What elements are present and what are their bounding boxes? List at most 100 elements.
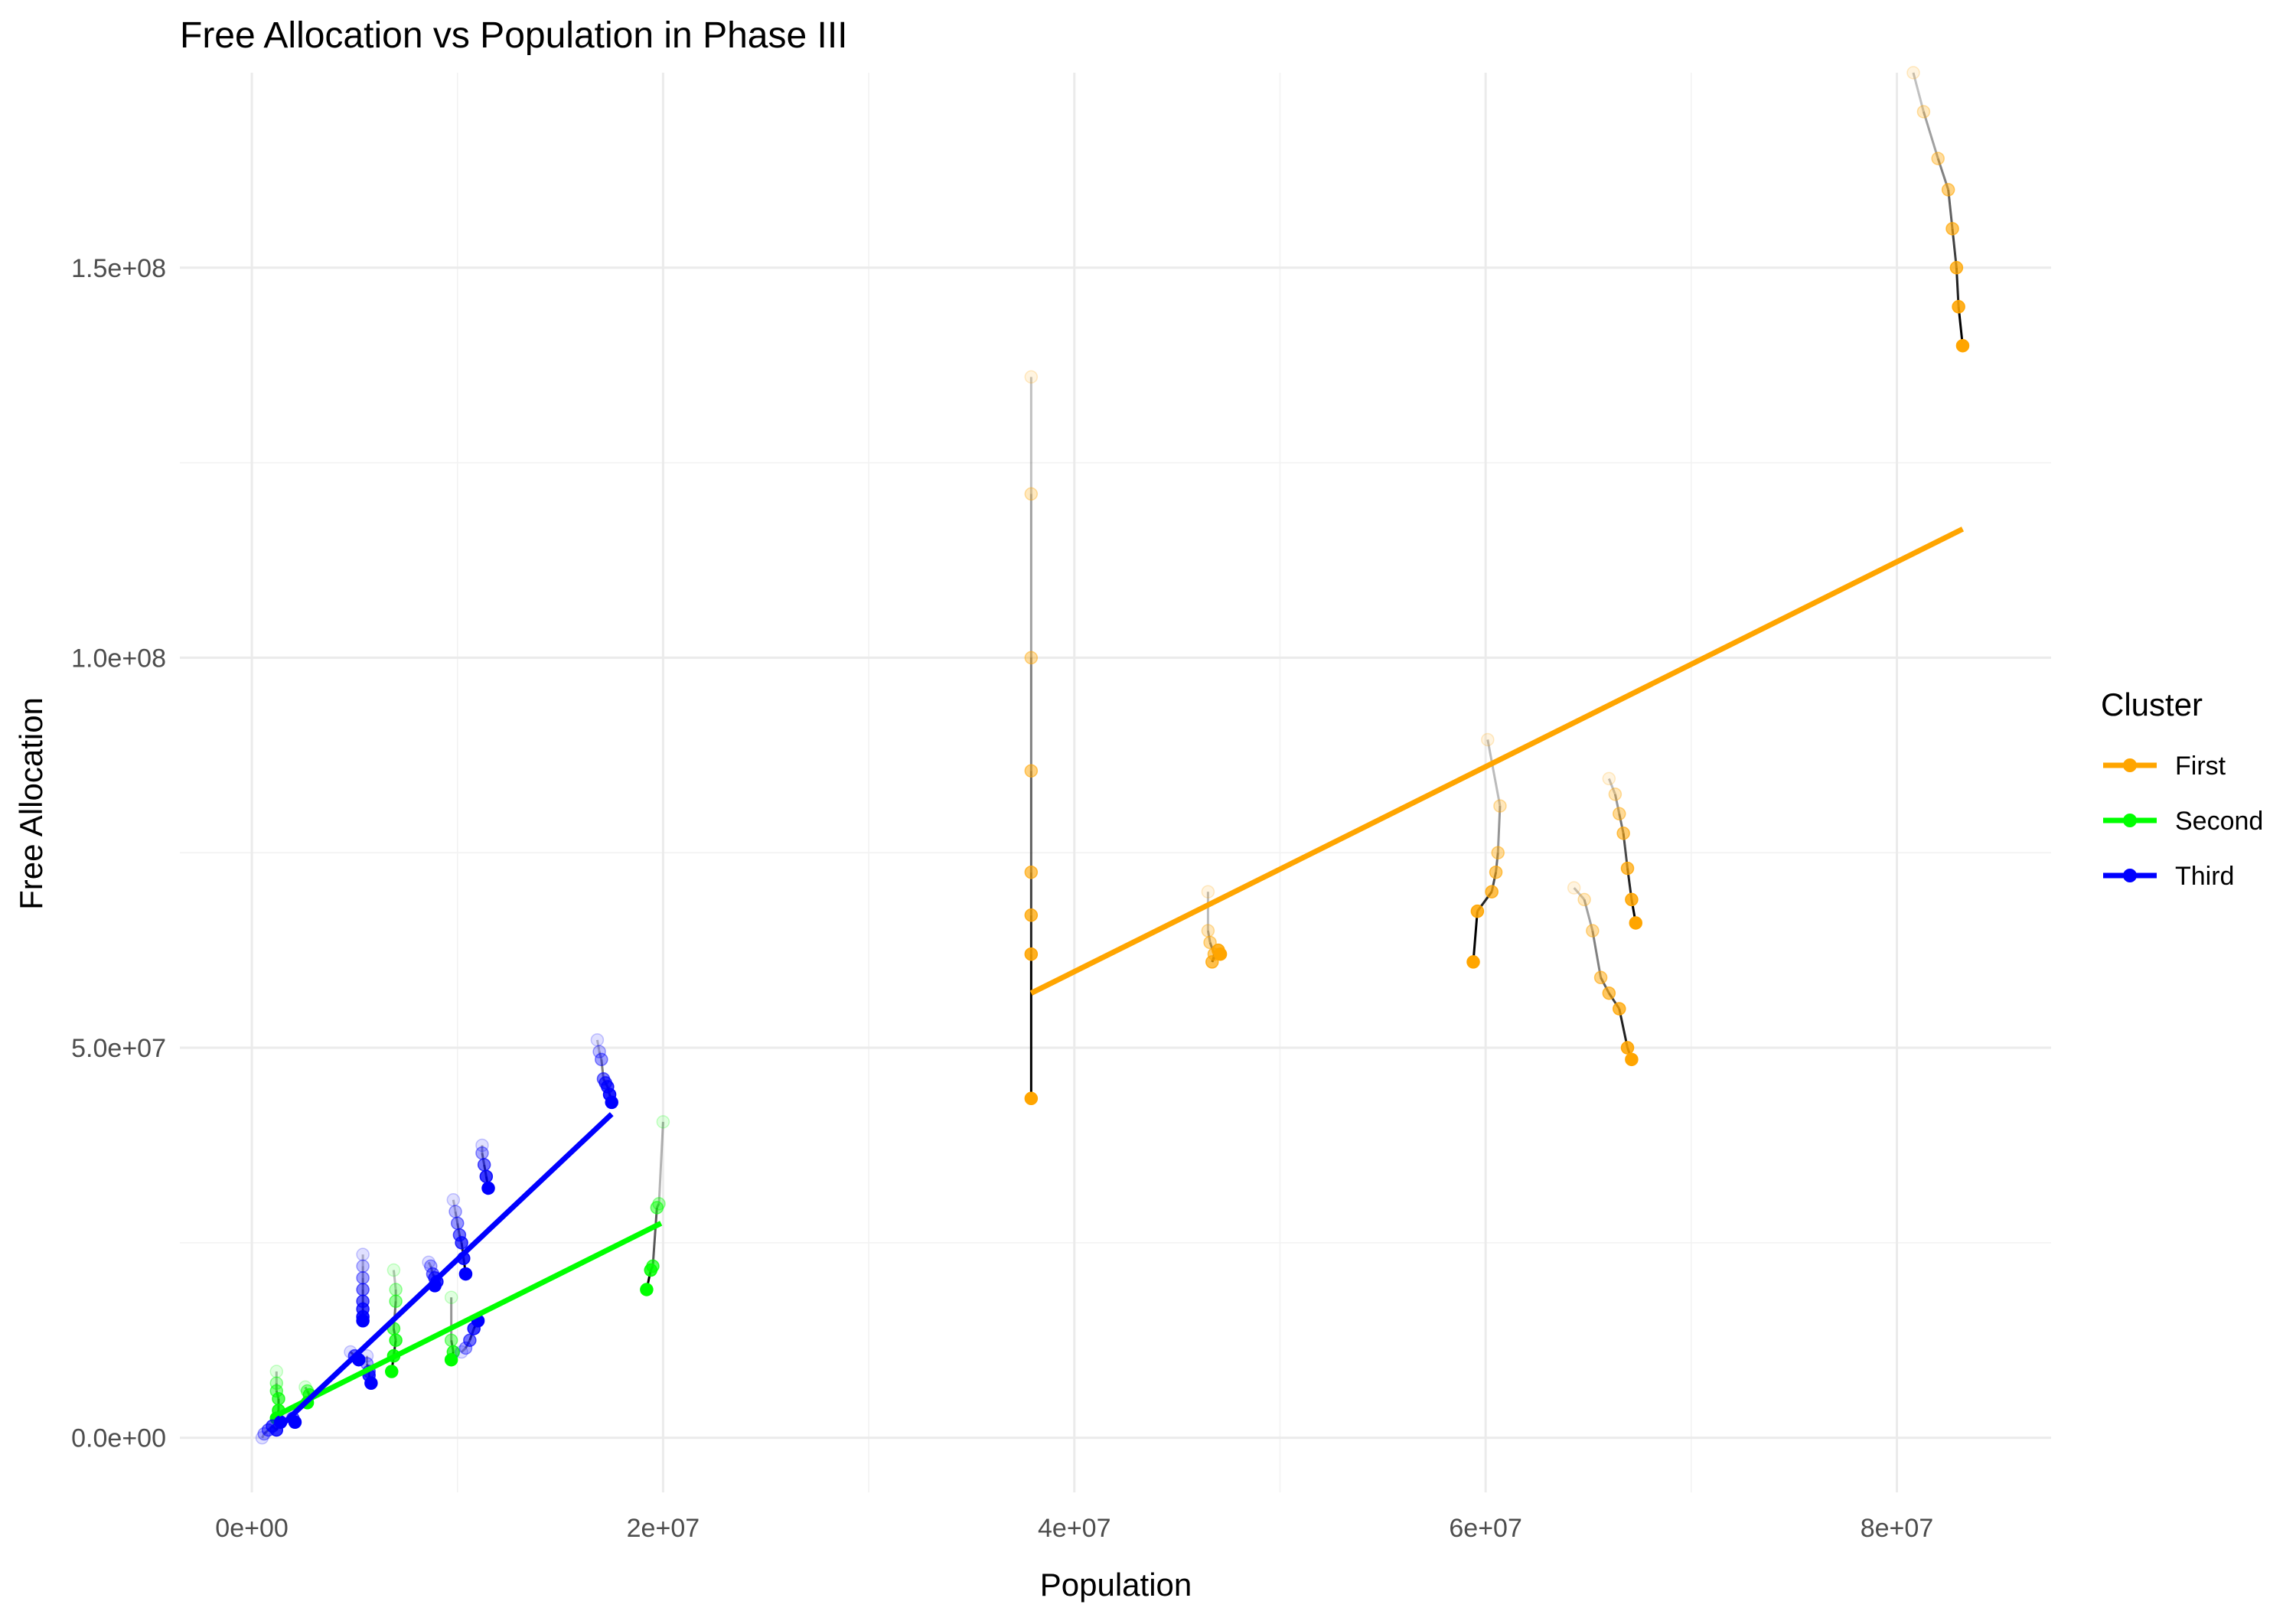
data-point [640,1283,654,1296]
data-point [356,1270,370,1285]
track-segment [656,1203,660,1208]
data-point [272,1391,285,1406]
data-point [1024,865,1039,879]
track-segment [1472,911,1479,963]
data-point [1593,970,1608,985]
y-tick-label: 5.0e+07 [71,1034,166,1063]
legend-item-second: Second [2103,807,2263,836]
legend-title: Cluster [2101,686,2203,722]
data-point [1489,865,1503,879]
data-point [1608,788,1623,801]
x-axis-title: Population [1040,1567,1192,1603]
data-point [1481,732,1495,747]
series-third [255,1033,618,1445]
data-point [360,1348,374,1363]
trend-line-second [277,1221,663,1417]
data-point [1024,947,1039,961]
data-point [1613,1002,1626,1016]
data-point [1906,66,1920,80]
data-point [1625,892,1639,907]
data-point [1201,924,1215,938]
legend-key-point [2123,869,2137,882]
data-point [650,1201,664,1215]
data-point [424,1259,438,1273]
data-point [463,1333,477,1347]
data-point [481,1181,495,1195]
legend-label: Second [2175,807,2263,836]
track-segment [1573,887,1586,901]
track-segment [1922,111,1939,159]
legend-item-first: First [2103,752,2226,781]
data-point [356,1247,370,1261]
track-segment [600,1059,605,1079]
x-tick-label: 4e+07 [1038,1514,1111,1543]
track-segment [1486,739,1502,807]
data-point [356,1314,370,1328]
data-point [1485,885,1499,898]
data-point [444,1352,458,1367]
data-point [1931,152,1945,165]
data-point [1620,861,1635,876]
legend-item-third: Third [2103,862,2234,891]
data-point [1602,986,1616,1000]
data-point [389,1294,403,1309]
data-point [356,1283,370,1296]
track-segment [595,1039,601,1052]
data-point [1620,1041,1635,1055]
x-tick-label: 0e+00 [215,1514,289,1543]
y-tick-label: 1.5e+08 [71,254,166,283]
x-tick-label: 2e+07 [627,1514,700,1543]
data-point [1625,1052,1639,1067]
y-tick-label: 0.0e+00 [71,1424,166,1453]
data-point [1470,904,1485,918]
data-point [1024,651,1039,665]
track-segment [1912,72,1925,113]
data-point [444,1333,458,1347]
series-first [1024,66,1970,1106]
legend-label: Third [2175,862,2234,891]
data-point [269,1365,284,1378]
x-axis-ticks: 0e+00 2e+07 4e+07 6e+07 8e+07 [215,1514,1933,1543]
data-point [455,1236,468,1250]
data-point [1024,370,1039,384]
data-point [592,1045,606,1058]
data-point [1201,885,1215,898]
data-point [656,1115,670,1129]
data-point [1205,955,1219,969]
data-point [595,1052,608,1067]
legend-label: First [2175,752,2226,781]
y-tick-label: 1.0e+08 [71,644,166,673]
data-point [384,1365,399,1378]
track-segment [1613,794,1621,814]
data-point [1567,881,1581,895]
data-point [386,1263,401,1277]
track-segment [427,1261,432,1267]
data-point [1024,1091,1039,1106]
data-point [364,1376,378,1391]
data-point [1493,799,1507,813]
data-point [1629,916,1643,930]
data-point [605,1095,618,1110]
data-point [446,1193,461,1207]
data-point [590,1033,605,1047]
data-point [1941,183,1955,197]
track-segment [1591,930,1603,978]
track-segment [598,1051,603,1060]
data-point [389,1283,403,1296]
data-point [475,1146,489,1160]
data-point [458,1267,473,1281]
x-tick-label: 8e+07 [1861,1514,1934,1543]
data-point [1613,807,1626,821]
y-axis-title: Free Allocation [13,697,49,910]
legend: Cluster First Second Third [2101,686,2263,891]
legend-key-point [2123,758,2137,772]
trend-lines [277,527,1965,1428]
data-point [1491,846,1505,859]
chart-title: Free Allocation vs Population in Phase I… [180,15,848,56]
track-segment [1936,158,1950,191]
trend-line-third [279,1112,614,1428]
track-segment [461,1347,467,1353]
data-point [1586,924,1600,938]
